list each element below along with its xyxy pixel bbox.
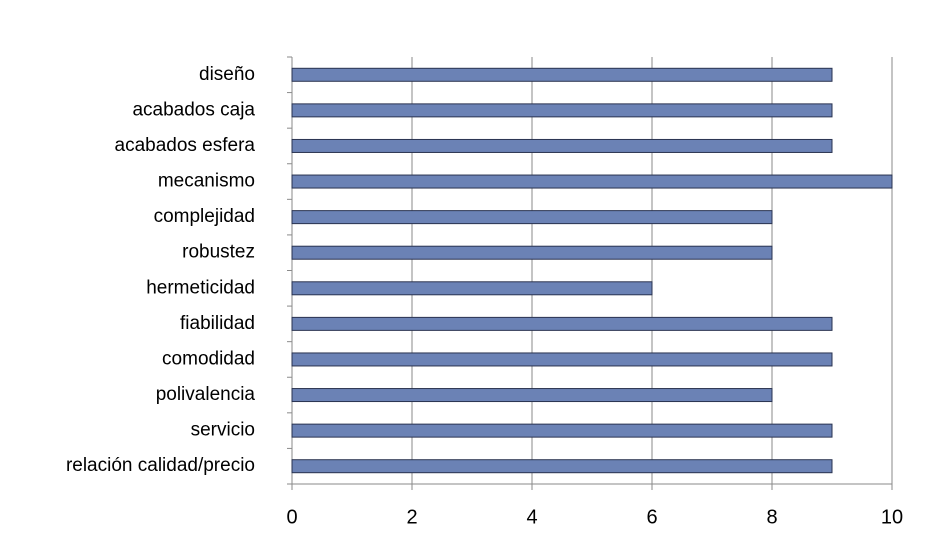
bar — [291, 210, 773, 225]
bar — [291, 352, 833, 367]
x-tick-label: 10 — [881, 506, 903, 528]
y-tick-label: diseño — [199, 64, 255, 85]
y-tick-label: mecanismo — [158, 171, 255, 192]
y-tick-label: acabados esfera — [115, 135, 256, 156]
bar — [291, 103, 833, 118]
bar — [291, 459, 833, 474]
x-tick-label: 8 — [766, 506, 777, 528]
x-tick-label: 0 — [286, 506, 297, 528]
bar — [291, 281, 653, 296]
bar — [291, 316, 833, 331]
y-tick-label: servicio — [191, 420, 255, 441]
bar — [291, 245, 773, 260]
bar — [291, 174, 893, 189]
y-tick-label: relación calidad/precio — [66, 455, 255, 476]
bar — [291, 388, 773, 403]
y-tick-label: comodidad — [162, 348, 255, 369]
x-tick-label: 2 — [406, 506, 417, 528]
y-tick-label: acabados caja — [132, 99, 255, 120]
y-tick-label: robustez — [182, 242, 255, 263]
y-tick-label: complejidad — [154, 206, 255, 227]
bar — [291, 423, 833, 438]
bar — [291, 67, 833, 82]
y-tick-label: polivalencia — [156, 384, 256, 405]
y-tick-label: hermeticidad — [146, 277, 255, 298]
bar — [291, 138, 833, 153]
x-tick-label: 6 — [646, 506, 657, 528]
y-tick-label: fiabilidad — [180, 313, 255, 334]
x-tick-label: 4 — [526, 506, 537, 528]
